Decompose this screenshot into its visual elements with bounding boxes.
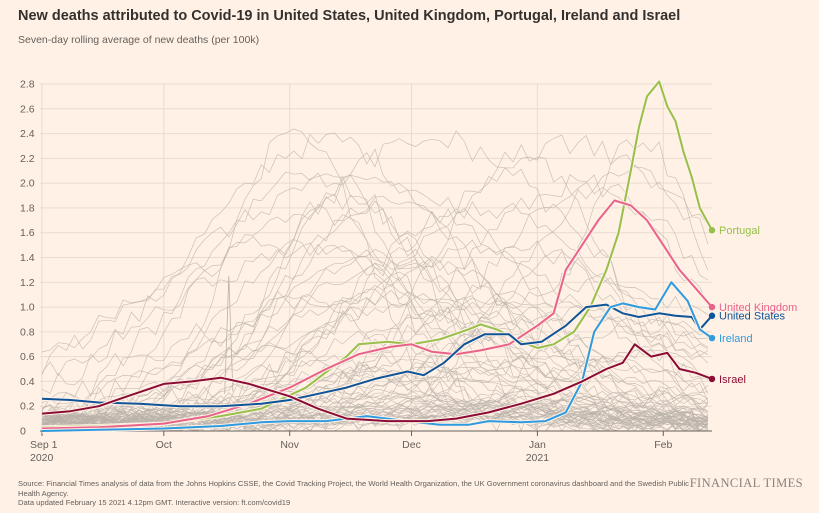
- background-country-line: [41, 401, 709, 422]
- highlighted-series: [41, 79, 716, 433]
- y-tick-label: 1.4: [20, 252, 35, 264]
- background-country-lines: [41, 128, 709, 432]
- series-label-ireland: Ireland: [719, 333, 753, 345]
- series-endpoint-portugal: [708, 227, 716, 234]
- background-country-line: [41, 130, 709, 419]
- series-line-ireland: [41, 281, 713, 432]
- y-tick-label: 1.2: [20, 277, 35, 289]
- background-country-line: [41, 296, 709, 420]
- background-country-line: [41, 139, 709, 432]
- y-tick-label: 2.0: [20, 178, 35, 190]
- y-tick-label: 0.8: [20, 326, 35, 338]
- background-country-line: [41, 313, 709, 430]
- y-tick-label: 0.4: [20, 376, 35, 388]
- background-country-line: [41, 143, 709, 432]
- y-tick-label: 1.0: [20, 302, 35, 314]
- background-country-line: [41, 364, 709, 431]
- series-endpoint-united-kingdom: [708, 303, 716, 311]
- y-tick-label: 2.2: [20, 153, 35, 165]
- series-label-israel: Israel: [719, 374, 746, 386]
- x-tick-label: Sep 1: [30, 439, 58, 451]
- update-note: Data updated February 15 2021 4.12pm GMT…: [18, 498, 291, 508]
- background-country-line: [41, 195, 709, 432]
- ft-brand: FINANCIAL TIMES: [689, 476, 803, 490]
- series-endpoint-israel: [708, 375, 716, 383]
- x-tick-label: Oct: [156, 439, 172, 451]
- x-tick-sublabel: 2020: [30, 452, 54, 464]
- series-label-united-kingdom: United Kingdom: [719, 302, 797, 314]
- background-country-line: [41, 193, 709, 430]
- source-note: Source: Financial Times analysis of data…: [18, 479, 689, 498]
- y-tick-label: 1.6: [20, 227, 35, 239]
- background-country-line: [41, 259, 709, 432]
- chart-subtitle: Seven-day rolling average of new deaths …: [18, 34, 260, 46]
- x-tick-sublabel: 2021: [526, 452, 550, 464]
- series-halo-united-kingdom: [41, 198, 714, 431]
- background-country-line: [41, 132, 708, 428]
- series-endpoint-united-states: [708, 312, 716, 319]
- x-tick-label: Jan: [529, 439, 546, 451]
- line-chart: 0 0.2 0.4 0.6 0.8 1.0 1.2 1.4 1.6 1.8 2.0 2.2 2.4 2.6…: [20, 79, 797, 465]
- y-tick-label: 0.2: [20, 401, 35, 413]
- chart-title: New deaths attributed to Covid-19 in Uni…: [18, 8, 681, 24]
- background-country-line: [41, 354, 708, 423]
- series-line-united-states: [41, 303, 713, 408]
- background-country-line: [41, 203, 708, 432]
- background-country-line: [41, 390, 708, 420]
- chart-footer: Source: Financial Times analysis of data…: [18, 479, 698, 508]
- y-tick-label: 1.8: [20, 202, 35, 214]
- axes: 0 0.2 0.4 0.6 0.8 1.0 1.2 1.4 1.6 1.8 2.0 2.2 2.4 2.6…: [20, 79, 712, 464]
- y-tick-label: 2.4: [20, 128, 35, 140]
- background-country-line: [41, 248, 709, 421]
- y-tick-label: 0: [20, 426, 26, 438]
- x-tick-label: Feb: [654, 439, 672, 451]
- background-country-line: [41, 295, 708, 432]
- background-country-line: [41, 296, 709, 418]
- series-endpoint-ireland: [708, 334, 716, 342]
- y-tick-label: 2.6: [20, 103, 35, 115]
- x-tick-label: Nov: [280, 439, 299, 451]
- series-label-united-states: United States: [719, 311, 786, 323]
- background-country-line: [41, 405, 709, 428]
- x-tick-label: Dec: [402, 439, 421, 451]
- y-tick-label: 2.8: [20, 79, 35, 91]
- background-country-line: [224, 276, 234, 394]
- y-tick-label: 0.6: [20, 351, 35, 363]
- series-line-israel: [41, 343, 713, 423]
- series-label-portugal: Portugal: [719, 225, 760, 237]
- background-country-line: [41, 208, 708, 432]
- series-line-portugal: [41, 80, 713, 429]
- series-line-united-kingdom: [41, 199, 713, 430]
